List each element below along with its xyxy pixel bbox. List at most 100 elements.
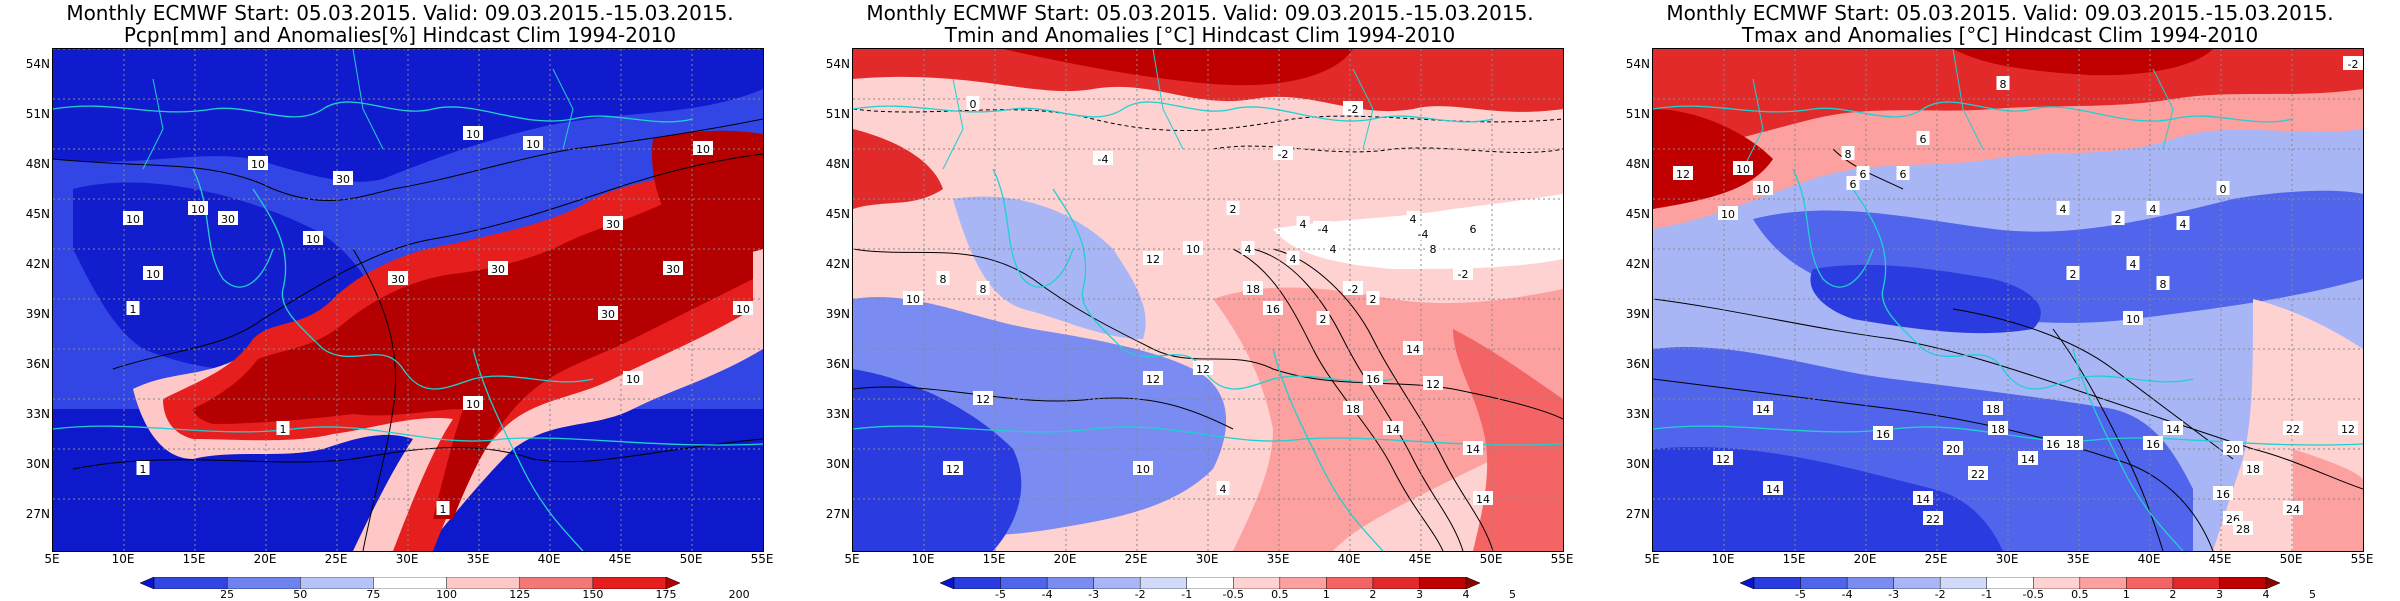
contour-label: 28 bbox=[2233, 521, 2253, 536]
contour-label: 10 bbox=[1753, 181, 1773, 196]
contour-label: 20 bbox=[2223, 441, 2243, 456]
contour-label: 1 bbox=[126, 301, 140, 316]
panel-precipitation: Monthly ECMWF Start: 05.03.2015. Valid: … bbox=[0, 0, 800, 601]
panel-title-line1: Monthly ECMWF Start: 05.03.2015. Valid: … bbox=[66, 1, 734, 25]
contour-label: 10 bbox=[1718, 206, 1738, 221]
svg-text:10: 10 bbox=[1736, 163, 1750, 176]
colorbar-tick-label: 3 bbox=[2215, 588, 2223, 601]
latitude-label: 33N bbox=[25, 407, 50, 421]
latitude-label: 42N bbox=[1625, 257, 1650, 271]
svg-text:30: 30 bbox=[336, 173, 350, 186]
svg-text:10: 10 bbox=[466, 128, 480, 141]
longitude-label: 5E bbox=[44, 552, 60, 566]
contour-label: -2 bbox=[1453, 266, 1473, 281]
contour-label: 14 bbox=[2163, 421, 2183, 436]
svg-text:12: 12 bbox=[1146, 373, 1160, 386]
svg-text:6: 6 bbox=[1850, 178, 1857, 191]
svg-text:16: 16 bbox=[2046, 438, 2060, 451]
svg-text:14: 14 bbox=[1466, 443, 1480, 456]
colorbar-tick-label: 25 bbox=[220, 588, 235, 601]
contour-label: 8 bbox=[936, 271, 950, 286]
contour-label: 8 bbox=[2156, 276, 2170, 291]
colorbar-tick-label: 200 bbox=[728, 588, 750, 601]
svg-text:22: 22 bbox=[2286, 423, 2300, 436]
svg-text:2: 2 bbox=[1370, 293, 1377, 306]
contour-label: 14 bbox=[1763, 481, 1783, 496]
contour-label: 6 bbox=[1846, 176, 1860, 191]
contour-label: 10 bbox=[303, 231, 323, 246]
svg-text:10: 10 bbox=[126, 213, 140, 226]
contour-label: 30 bbox=[218, 211, 238, 226]
contour-label: 12 bbox=[1143, 371, 1163, 386]
colorbar-tick-label: 150 bbox=[582, 588, 604, 601]
contour-label: 16 bbox=[1363, 371, 1383, 386]
colorbar-tick-label: 175 bbox=[655, 588, 677, 601]
svg-text:20: 20 bbox=[2226, 443, 2240, 456]
svg-text:10: 10 bbox=[526, 138, 540, 151]
svg-text:10: 10 bbox=[736, 303, 750, 316]
colorbar-tick-label: 2 bbox=[1369, 588, 1377, 601]
colorbar-tick-label: 1 bbox=[2122, 588, 2130, 601]
svg-text:0: 0 bbox=[970, 98, 977, 111]
colorbar-tick-label: -5 bbox=[1795, 588, 1807, 601]
panel-tmax: Monthly ECMWF Start: 05.03.2015. Valid: … bbox=[1600, 0, 2400, 601]
longitude-label: 50E bbox=[1479, 552, 1503, 566]
longitude-label: 5E bbox=[1644, 552, 1660, 566]
svg-text:-2: -2 bbox=[2348, 58, 2359, 71]
longitude-label: 25E bbox=[1924, 552, 1948, 566]
svg-text:-4: -4 bbox=[1318, 223, 1329, 236]
colorbar-swatches bbox=[139, 576, 681, 590]
colorbar bbox=[1739, 574, 2281, 590]
latitude-label: 48N bbox=[1625, 157, 1650, 171]
latitude-label: 39N bbox=[25, 307, 50, 321]
longitude-label: 30E bbox=[395, 552, 419, 566]
svg-text:12: 12 bbox=[1676, 168, 1690, 181]
contour-label: 10 bbox=[143, 266, 163, 281]
contour-label: 10 bbox=[1133, 461, 1153, 476]
svg-text:-2: -2 bbox=[1348, 103, 1359, 116]
svg-text:1: 1 bbox=[280, 423, 287, 436]
contour-label: 12 bbox=[1143, 251, 1163, 266]
colorbar-tick-label: -3 bbox=[1888, 588, 1900, 601]
svg-text:18: 18 bbox=[1346, 403, 1360, 416]
map-area: 10 10 10 10 10 10 10 10 10 30 30 30 30 30 30 30 10 10 1 1 1 1 bbox=[52, 48, 764, 552]
contour-label: 18 bbox=[1243, 281, 1263, 296]
contour-label: 16 bbox=[2043, 436, 2063, 451]
svg-text:0: 0 bbox=[2220, 183, 2227, 196]
latitude-label: 39N bbox=[1625, 307, 1650, 321]
contour-label: 30 bbox=[388, 271, 408, 286]
longitude-label: 30E bbox=[1995, 552, 2019, 566]
longitude-label: 45E bbox=[1408, 552, 1432, 566]
svg-text:10: 10 bbox=[466, 398, 480, 411]
colorbar-tick-label: -0.5 bbox=[2022, 588, 2044, 601]
contour-label: 2 bbox=[1316, 311, 1330, 326]
contour-label: 18 bbox=[1343, 401, 1363, 416]
colorbar-tick-label: 5 bbox=[1509, 588, 1517, 601]
panel-title-line1: Monthly ECMWF Start: 05.03.2015. Valid: … bbox=[1666, 1, 2334, 25]
longitude-label: 10E bbox=[111, 552, 135, 566]
colorbar-tick-label: 2 bbox=[2169, 588, 2177, 601]
contour-label: 20 bbox=[1943, 441, 1963, 456]
longitude-label: 55E bbox=[2350, 552, 2374, 566]
svg-text:4: 4 bbox=[1290, 253, 1297, 266]
longitude-label: 35E bbox=[2066, 552, 2090, 566]
svg-text:16: 16 bbox=[2216, 488, 2230, 501]
latitude-label: 27N bbox=[825, 507, 850, 521]
svg-text:14: 14 bbox=[1766, 483, 1780, 496]
svg-text:12: 12 bbox=[976, 393, 990, 406]
contour-label: 6 bbox=[1466, 221, 1480, 236]
svg-text:14: 14 bbox=[1406, 343, 1420, 356]
svg-text:12: 12 bbox=[1196, 363, 1210, 376]
contour-label: 30 bbox=[603, 216, 623, 231]
svg-text:28: 28 bbox=[2236, 523, 2250, 536]
latitude-label: 39N bbox=[825, 307, 850, 321]
contour-label: 18 bbox=[2063, 436, 2083, 451]
contour-label: 12 bbox=[1673, 166, 1693, 181]
longitude-label: 25E bbox=[1124, 552, 1148, 566]
longitude-label: 10E bbox=[1711, 552, 1735, 566]
colorbar-tick-label: 125 bbox=[509, 588, 531, 601]
contour-label: 1 bbox=[436, 501, 450, 516]
longitude-label: 30E bbox=[1195, 552, 1219, 566]
contour-label: 14 bbox=[1383, 421, 1403, 436]
svg-text:10: 10 bbox=[696, 143, 710, 156]
